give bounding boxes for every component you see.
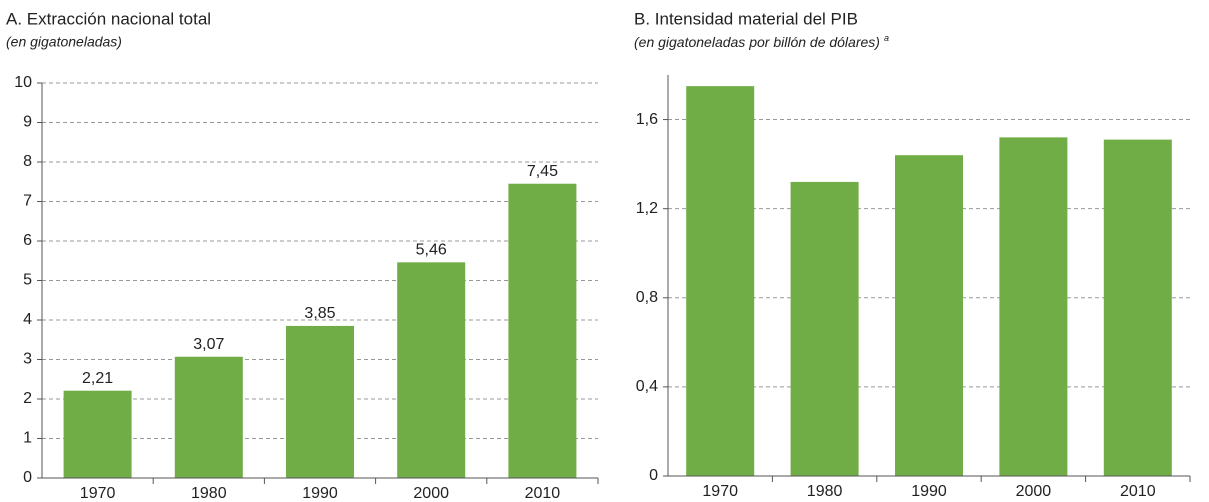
y-tick-label: 7	[23, 193, 32, 210]
y-tick-label: 3	[23, 351, 32, 368]
bar	[508, 183, 577, 478]
value-label: 2,21	[82, 370, 113, 387]
x-tick-label: 2000	[413, 485, 449, 502]
value-label: 3,07	[193, 336, 224, 353]
chart-title: B. Intensidad material del PIB	[634, 9, 858, 28]
chart-title: A. Extracción nacional total	[6, 9, 211, 28]
bar	[174, 356, 243, 478]
y-tick-label: 9	[23, 114, 32, 131]
x-tick-label: 1980	[807, 483, 843, 500]
y-tick-label: 0,4	[636, 378, 658, 395]
x-tick-label: 1970	[702, 483, 738, 500]
value-label: 5,46	[416, 242, 447, 259]
y-tick-label: 1	[23, 430, 32, 447]
y-tick-label: 1,6	[636, 111, 658, 128]
x-tick-label: 1990	[911, 483, 947, 500]
bar	[686, 86, 755, 476]
y-tick-label: 8	[23, 153, 32, 170]
chart-subtitle: (en gigatoneladas)	[6, 34, 122, 50]
y-tick-label: 0,8	[636, 289, 658, 306]
bar	[397, 262, 466, 478]
y-tick-label: 2	[23, 390, 32, 407]
bar	[895, 155, 963, 476]
value-label: 3,85	[304, 305, 335, 322]
chart-subtitle: (en gigatoneladas por billón de dólares)…	[634, 33, 889, 49]
y-tick-label: 6	[23, 232, 32, 249]
bar	[790, 181, 859, 476]
y-tick-label: 10	[14, 74, 32, 91]
y-tick-label: 4	[23, 311, 32, 328]
x-tick-label: 1970	[80, 485, 116, 502]
subtitle-text: (en gigatoneladas por billón de dólares)	[634, 34, 880, 50]
y-tick-label: 0	[649, 467, 658, 484]
value-label: 7,45	[527, 163, 558, 180]
x-tick-label: 1980	[191, 485, 227, 502]
x-tick-label: 1990	[302, 485, 338, 502]
y-tick-label: 5	[23, 272, 32, 289]
x-tick-label: 2000	[1016, 483, 1052, 500]
y-tick-label: 1,2	[636, 200, 658, 217]
bar	[999, 137, 1068, 476]
x-tick-label: 2010	[1120, 483, 1156, 500]
x-tick-label: 2010	[525, 485, 561, 502]
bar	[286, 325, 354, 478]
y-tick-label: 0	[23, 469, 32, 486]
bar	[63, 390, 132, 478]
bar	[1103, 139, 1172, 476]
subtitle-note: a	[884, 33, 889, 43]
